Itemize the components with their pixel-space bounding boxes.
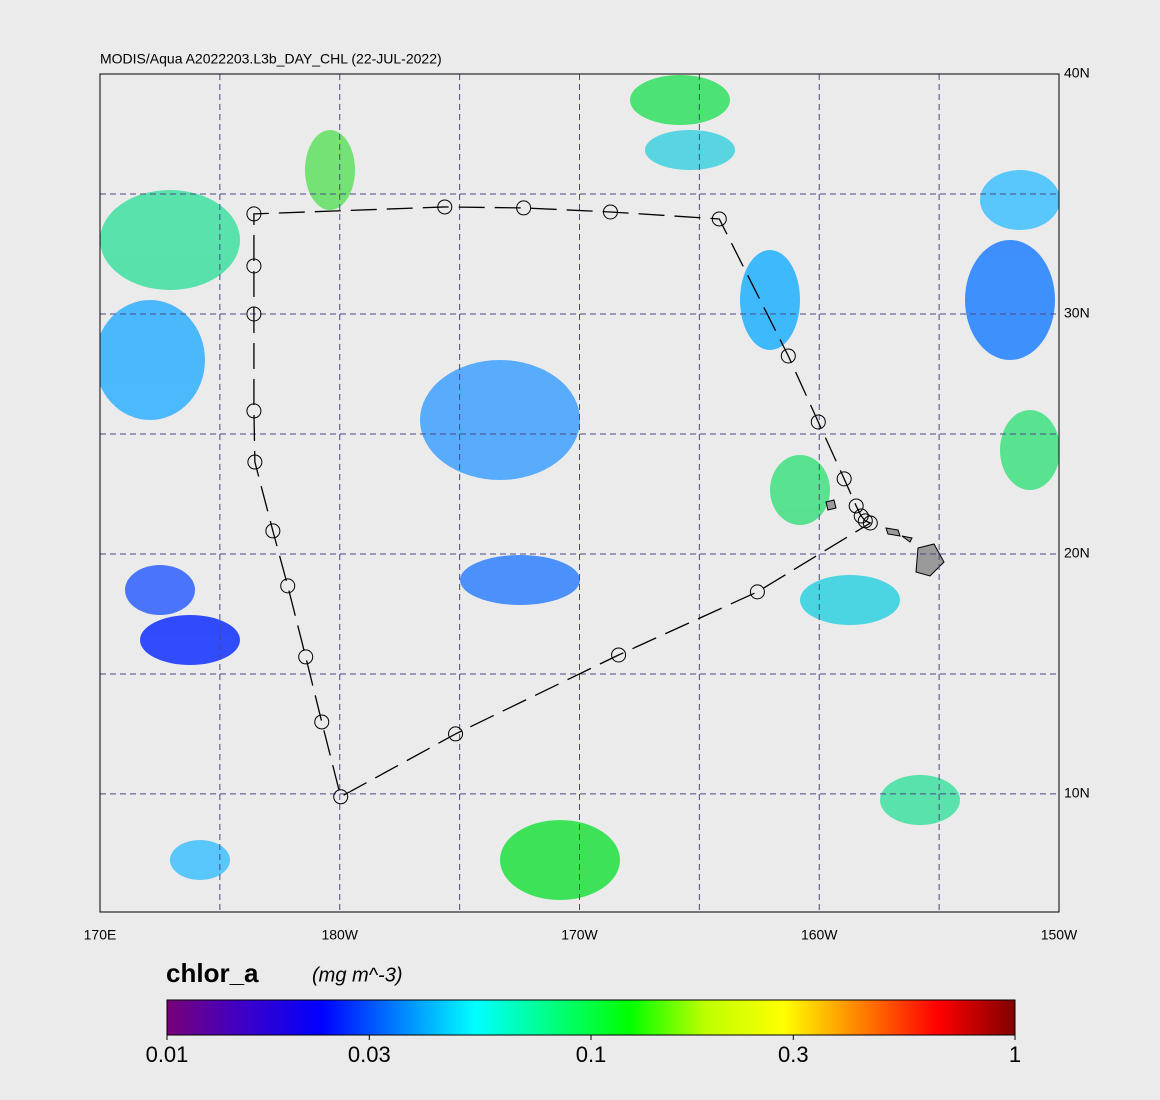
station bbox=[602, 204, 618, 220]
colorbar-title: chlor_a bbox=[166, 958, 259, 988]
station bbox=[280, 578, 296, 594]
station bbox=[333, 789, 349, 805]
station bbox=[611, 647, 627, 663]
lon-tick-label: 170W bbox=[561, 927, 598, 943]
chl-patch bbox=[770, 455, 830, 525]
chl-patch bbox=[420, 360, 580, 480]
station bbox=[246, 403, 262, 419]
station bbox=[836, 471, 852, 487]
colorbar-tick-label: 0.1 bbox=[576, 1042, 607, 1067]
cruise-track bbox=[246, 199, 878, 805]
chl-patch bbox=[1000, 410, 1059, 490]
map-title: MODIS/Aqua A2022203.L3b_DAY_CHL (22-JUL-… bbox=[100, 51, 442, 67]
chl-patch bbox=[460, 555, 580, 605]
station bbox=[810, 414, 826, 430]
island bbox=[915, 543, 945, 577]
colorbar bbox=[166, 999, 1016, 1036]
chl-patch bbox=[630, 75, 730, 125]
station bbox=[857, 513, 873, 529]
island bbox=[901, 535, 913, 543]
station bbox=[853, 508, 869, 524]
chl-patch bbox=[500, 820, 620, 900]
lon-tick-label: 170E bbox=[84, 927, 117, 943]
chl-patch bbox=[140, 615, 240, 665]
colorbar-units: (mg m^-3) bbox=[312, 964, 403, 986]
chl-patch bbox=[305, 130, 355, 210]
chl-patch bbox=[125, 565, 195, 615]
station bbox=[247, 454, 263, 470]
chl-patch bbox=[645, 130, 735, 170]
lon-tick-label: 180W bbox=[321, 927, 358, 943]
lat-tick-label: 40N bbox=[1064, 65, 1090, 81]
lat-tick-label: 20N bbox=[1064, 545, 1090, 561]
station bbox=[848, 498, 864, 514]
station bbox=[749, 584, 765, 600]
station bbox=[246, 306, 262, 322]
colorbar-tick-label: 0.03 bbox=[348, 1042, 391, 1067]
island bbox=[885, 527, 901, 537]
colorbar-tick-label: 0.01 bbox=[146, 1042, 189, 1067]
chl-patch bbox=[965, 240, 1055, 360]
map-frame bbox=[99, 73, 1060, 913]
station bbox=[711, 211, 727, 227]
station bbox=[246, 206, 262, 222]
hawaii-islands bbox=[825, 499, 945, 577]
chl-patch bbox=[740, 250, 800, 350]
chl-patch bbox=[100, 190, 240, 290]
station bbox=[298, 649, 314, 665]
colorbar-tick-label: 0.3 bbox=[778, 1042, 809, 1067]
chl-patch bbox=[100, 300, 205, 420]
chl-patch bbox=[880, 775, 960, 825]
station bbox=[437, 199, 453, 215]
chl-patch bbox=[800, 575, 900, 625]
lat-tick-label: 10N bbox=[1064, 785, 1090, 801]
lon-tick-label: 150W bbox=[1041, 927, 1078, 943]
station bbox=[246, 258, 262, 274]
chl-patch bbox=[980, 170, 1059, 230]
station bbox=[516, 200, 532, 216]
chl-patch bbox=[170, 840, 230, 880]
station bbox=[448, 726, 464, 742]
station bbox=[314, 714, 330, 730]
track-line bbox=[253, 206, 872, 798]
lat-tick-label: 30N bbox=[1064, 305, 1090, 321]
island bbox=[825, 499, 837, 511]
station bbox=[780, 348, 796, 364]
station bbox=[265, 523, 281, 539]
colorbar-tick-label: 1 bbox=[1009, 1042, 1021, 1067]
lon-tick-label: 160W bbox=[801, 927, 838, 943]
